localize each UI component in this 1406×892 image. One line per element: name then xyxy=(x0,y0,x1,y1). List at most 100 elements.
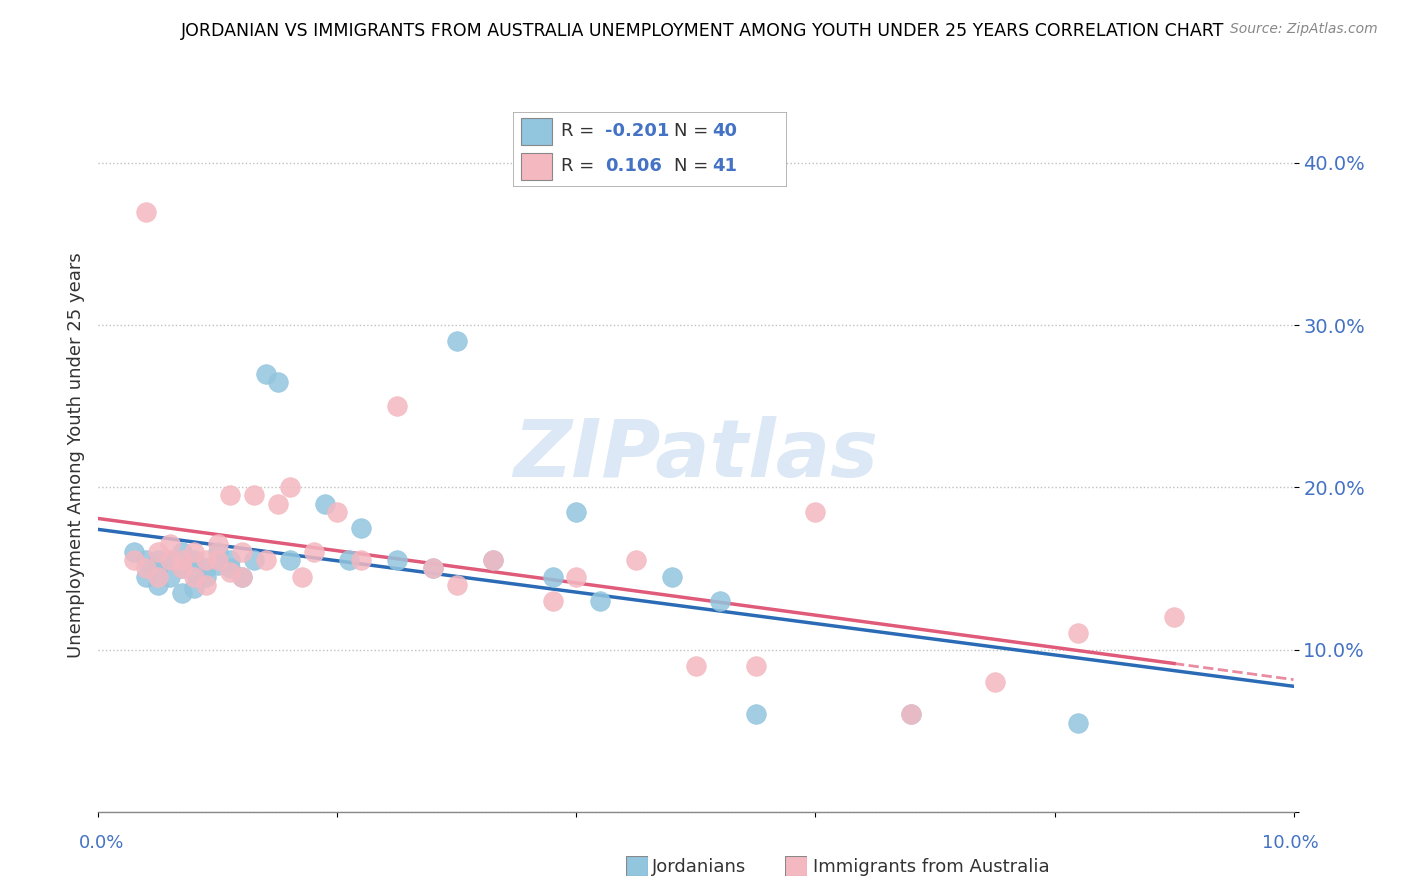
Point xyxy=(124,553,146,567)
Point xyxy=(219,561,242,575)
Point xyxy=(624,553,647,567)
Point xyxy=(207,537,229,551)
Point xyxy=(183,581,205,595)
Point xyxy=(243,488,266,502)
Point xyxy=(267,497,290,511)
Point xyxy=(422,561,444,575)
Point xyxy=(481,553,505,567)
Point xyxy=(1163,610,1185,624)
Point xyxy=(315,497,337,511)
Point xyxy=(302,545,325,559)
Point xyxy=(183,545,205,559)
Point xyxy=(254,553,277,567)
Point xyxy=(661,569,683,583)
Point xyxy=(541,594,564,608)
Point xyxy=(207,545,229,559)
Point xyxy=(900,707,922,722)
Point xyxy=(183,569,205,583)
Point xyxy=(159,537,181,551)
Point xyxy=(350,521,373,535)
Point xyxy=(159,569,181,583)
Text: -0.201: -0.201 xyxy=(605,122,669,140)
Point xyxy=(446,577,468,591)
Point xyxy=(194,553,218,567)
Point xyxy=(207,553,229,567)
Point xyxy=(983,675,1005,690)
Point xyxy=(446,334,468,349)
Point xyxy=(172,545,194,559)
Point xyxy=(135,569,157,583)
Point xyxy=(900,707,922,722)
Text: N =: N = xyxy=(673,122,707,140)
Point xyxy=(183,553,205,567)
Point xyxy=(481,553,505,567)
Point xyxy=(159,553,181,567)
Point xyxy=(385,553,409,567)
Point xyxy=(135,553,157,567)
Point xyxy=(1067,626,1090,640)
Text: 10.0%: 10.0% xyxy=(1263,834,1319,852)
Text: 40: 40 xyxy=(711,122,737,140)
Point xyxy=(745,658,768,673)
FancyBboxPatch shape xyxy=(522,119,551,145)
Text: Jordanians: Jordanians xyxy=(652,858,747,876)
Point xyxy=(385,399,409,413)
Point xyxy=(709,594,731,608)
FancyBboxPatch shape xyxy=(626,856,648,876)
Text: 41: 41 xyxy=(711,157,737,175)
FancyBboxPatch shape xyxy=(513,112,787,187)
Point xyxy=(326,505,349,519)
Point xyxy=(231,569,253,583)
Point xyxy=(278,553,301,567)
Point xyxy=(350,553,373,567)
Point xyxy=(745,707,768,722)
Point xyxy=(172,553,194,567)
Text: R =: R = xyxy=(561,157,595,175)
Point xyxy=(231,569,253,583)
Point xyxy=(148,553,170,567)
Point xyxy=(172,561,194,575)
Point xyxy=(194,569,218,583)
Text: Immigrants from Australia: Immigrants from Australia xyxy=(813,858,1049,876)
Point xyxy=(339,553,360,567)
Point xyxy=(124,545,146,559)
Point xyxy=(422,561,444,575)
Point xyxy=(148,577,170,591)
Point xyxy=(135,204,157,219)
Text: N =: N = xyxy=(673,157,707,175)
Text: R =: R = xyxy=(561,122,595,140)
Text: 0.0%: 0.0% xyxy=(79,834,124,852)
Point xyxy=(254,367,277,381)
FancyBboxPatch shape xyxy=(522,153,551,179)
Point xyxy=(183,565,205,579)
Text: Source: ZipAtlas.com: Source: ZipAtlas.com xyxy=(1230,22,1378,37)
Point xyxy=(565,505,588,519)
Point xyxy=(172,586,194,600)
Point xyxy=(207,558,229,573)
Point xyxy=(219,553,242,567)
Point xyxy=(267,375,290,389)
Point xyxy=(278,480,301,494)
Text: 0.106: 0.106 xyxy=(605,157,662,175)
Point xyxy=(148,545,170,559)
Point xyxy=(589,594,612,608)
Text: ZIPatlas: ZIPatlas xyxy=(513,416,879,494)
Point xyxy=(194,561,218,575)
Point xyxy=(148,569,170,583)
Point xyxy=(159,553,181,567)
Point xyxy=(219,565,242,579)
Point xyxy=(135,561,157,575)
Point xyxy=(219,488,242,502)
Point xyxy=(243,553,266,567)
Point xyxy=(565,569,588,583)
Point xyxy=(194,577,218,591)
Text: JORDANIAN VS IMMIGRANTS FROM AUSTRALIA UNEMPLOYMENT AMONG YOUTH UNDER 25 YEARS C: JORDANIAN VS IMMIGRANTS FROM AUSTRALIA U… xyxy=(181,22,1225,40)
Point xyxy=(172,561,194,575)
Point xyxy=(231,545,253,559)
Point xyxy=(290,569,312,583)
FancyBboxPatch shape xyxy=(785,856,807,876)
Point xyxy=(685,658,707,673)
Point xyxy=(804,505,827,519)
Point xyxy=(541,569,564,583)
Point xyxy=(148,561,170,575)
